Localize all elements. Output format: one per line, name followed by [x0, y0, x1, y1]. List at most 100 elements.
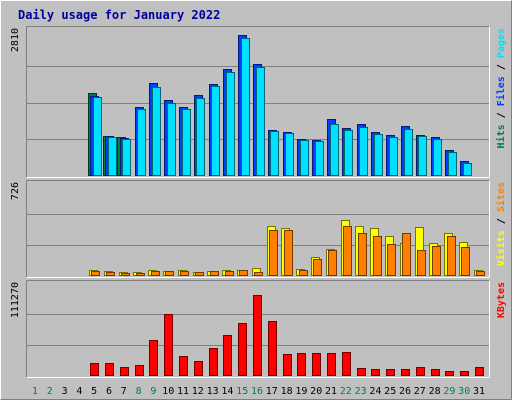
day-label-17: 17	[266, 386, 278, 397]
bar-kbytes-day-25	[386, 369, 395, 376]
bar-sites-day-10	[165, 271, 174, 276]
chart-title: Daily usage for January 2022	[18, 8, 220, 22]
bar-sites-day-12	[195, 272, 204, 276]
day-label-20: 20	[310, 386, 322, 397]
bar-sites-day-9	[151, 271, 160, 276]
day-label-27: 27	[414, 386, 426, 397]
day-label-23: 23	[355, 386, 367, 397]
bar-pages-day-13	[211, 86, 220, 176]
bar-pages-day-22	[344, 130, 353, 176]
bar-kbytes-day-13	[209, 348, 218, 376]
day-label-28: 28	[429, 386, 441, 397]
bar-pages-day-18	[285, 133, 294, 176]
day-label-29: 29	[443, 386, 455, 397]
bar-pages-day-27	[418, 136, 427, 176]
bar-kbytes-day-20	[312, 353, 321, 376]
day-label-30: 30	[458, 386, 470, 397]
bar-sites-day-6	[106, 272, 115, 276]
bar-sites-day-21	[328, 250, 337, 276]
panel-legend: Visits / Sites	[495, 182, 507, 266]
day-label-11: 11	[177, 386, 189, 397]
bar-sites-day-5	[91, 271, 100, 276]
day-label-14: 14	[221, 386, 233, 397]
bar-sites-day-31	[476, 271, 485, 276]
day-label-2: 2	[47, 386, 53, 397]
panel-visits-sites: 726 Visits / Sites	[10, 180, 507, 278]
panel-kbytes: 111270 KBytes	[10, 280, 507, 378]
bar-pages-day-12	[196, 98, 205, 176]
bar-kbytes-day-9	[149, 340, 158, 376]
bar-sites-day-29	[447, 236, 456, 276]
bar-pages-day-20	[315, 141, 324, 176]
bar-pages-day-16	[256, 67, 265, 176]
bar-kbytes-day-18	[283, 354, 292, 376]
legend-entry: /	[496, 212, 507, 230]
day-label-26: 26	[399, 386, 411, 397]
bar-sites-day-15	[239, 270, 248, 276]
day-label-8: 8	[136, 386, 142, 397]
day-label-31: 31	[473, 386, 485, 397]
bar-sites-day-13	[210, 271, 219, 276]
bar-sites-day-28	[432, 246, 441, 276]
bar-pages-day-26	[404, 129, 413, 176]
day-label-5: 5	[91, 386, 97, 397]
bar-pages-day-19	[300, 140, 309, 176]
bar-kbytes-day-24	[371, 369, 380, 376]
bar-kbytes-day-11	[179, 356, 188, 376]
panel-hits-files-pages: 2810 Hits / Files / Pages	[10, 26, 507, 178]
bar-pages-day-29	[448, 152, 457, 176]
day-label-4: 4	[76, 386, 82, 397]
bar-pages-day-10	[167, 103, 176, 176]
bar-sites-day-8	[136, 273, 145, 276]
bar-pages-day-24	[374, 134, 383, 176]
day-label-7: 7	[121, 386, 127, 397]
bar-pages-day-23	[359, 127, 368, 176]
bar-sites-day-27	[417, 250, 426, 276]
bar-sites-day-16	[254, 272, 263, 276]
day-label-16: 16	[251, 386, 263, 397]
bar-pages-day-7	[122, 139, 131, 176]
legend-entry: KBytes	[496, 282, 507, 318]
day-label-22: 22	[340, 386, 352, 397]
bar-pages-day-30	[463, 163, 472, 176]
bar-kbytes-day-5	[90, 363, 99, 376]
bar-sites-day-30	[461, 247, 470, 276]
bar-kbytes-day-23	[357, 368, 366, 376]
bar-pages-day-14	[226, 72, 235, 176]
bar-kbytes-day-10	[164, 314, 173, 376]
day-label-24: 24	[369, 386, 381, 397]
bar-pages-day-21	[330, 124, 339, 176]
bar-sites-day-24	[373, 236, 382, 276]
day-label-21: 21	[325, 386, 337, 397]
legend-entry: Visits	[495, 230, 507, 266]
legend-entry: Hits	[495, 124, 507, 148]
bar-sites-day-11	[180, 271, 189, 276]
bar-kbytes-day-17	[268, 321, 277, 376]
bar-kbytes-day-29	[445, 371, 454, 376]
day-label-6: 6	[106, 386, 112, 397]
bar-kbytes-day-12	[194, 361, 203, 376]
bar-sites-day-7	[121, 273, 130, 276]
legend-entry: /	[496, 58, 507, 76]
panel-frame	[26, 180, 490, 278]
bar-pages-day-15	[241, 38, 250, 176]
day-label-25: 25	[384, 386, 396, 397]
day-label-19: 19	[295, 386, 307, 397]
bar-kbytes-day-22	[342, 352, 351, 376]
bar-pages-day-9	[152, 87, 161, 176]
bar-sites-day-17	[269, 230, 278, 276]
bar-pages-day-8	[137, 109, 146, 176]
bar-sites-day-23	[358, 233, 367, 276]
bar-kbytes-day-31	[475, 367, 484, 376]
legend-entry: Sites	[495, 182, 507, 212]
y-max-label: 111270	[10, 282, 21, 318]
bar-kbytes-day-8	[135, 365, 144, 376]
bar-kbytes-day-27	[416, 367, 425, 376]
bar-sites-day-20	[313, 259, 322, 276]
day-label-13: 13	[207, 386, 219, 397]
chart-panels: 2810 Hits / Files / Pages 726 Visits / Site…	[10, 26, 507, 378]
day-label-10: 10	[162, 386, 174, 397]
bar-kbytes-day-19	[297, 353, 306, 376]
bar-kbytes-day-28	[431, 369, 440, 376]
